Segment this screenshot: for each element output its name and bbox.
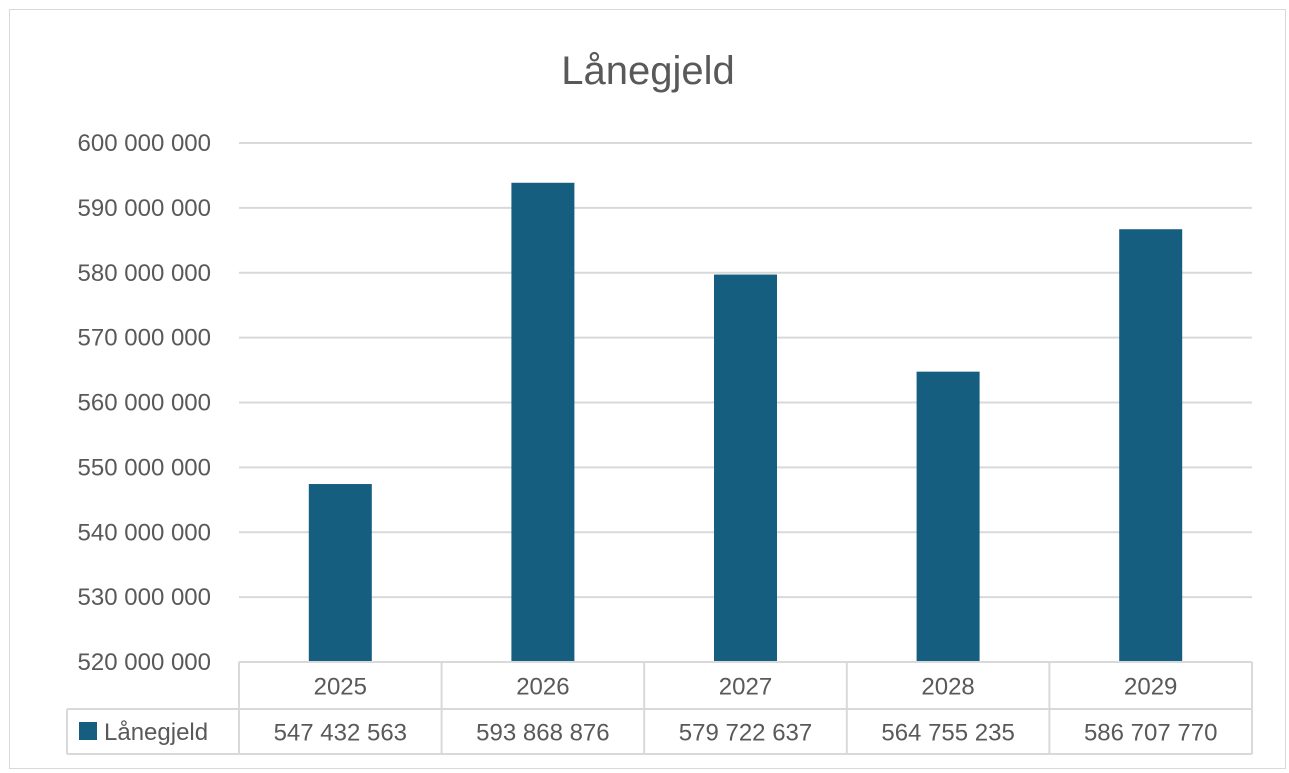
data-table: 2025 2026 2027 2028 2029 547 432 563 593 868 8… [66, 661, 1253, 755]
y-tick-label: 580 000 000 [78, 260, 211, 287]
y-tick-label: 520 000 000 [78, 649, 211, 676]
bars [308, 182, 1183, 662]
category-label: 2028 [921, 674, 974, 701]
data-table-value: 547 432 563 [274, 720, 407, 747]
data-table-value: 564 755 235 [881, 720, 1014, 747]
y-tick-label: 550 000 000 [78, 454, 211, 481]
bar-2025 [308, 484, 372, 662]
data-table-value: 586 707 770 [1084, 720, 1217, 747]
chart-frame: Lånegjeld 520 000 000 530 000 000 540 000 … [9, 9, 1286, 769]
category-label: 2026 [516, 674, 569, 701]
category-label: 2025 [314, 674, 367, 701]
bar-2029 [1119, 229, 1183, 662]
y-axis-tick-labels: 520 000 000 530 000 000 540 000 000 550 000… [78, 130, 211, 676]
y-tick-label: 570 000 000 [78, 325, 211, 352]
y-tick-label: 540 000 000 [78, 519, 211, 546]
y-tick-label: 560 000 000 [78, 390, 211, 417]
bar-2026 [511, 182, 575, 662]
chart-title: Lånegjeld [561, 49, 735, 93]
y-tick-label: 530 000 000 [78, 584, 211, 611]
data-table-value: 593 868 876 [476, 720, 609, 747]
bar-2028 [916, 371, 980, 662]
y-tick-label: 600 000 000 [78, 130, 211, 157]
data-table-value: 579 722 637 [679, 720, 812, 747]
bar-2027 [714, 274, 777, 662]
legend-swatch [79, 722, 97, 740]
category-label: 2029 [1124, 674, 1177, 701]
category-label: 2027 [719, 674, 772, 701]
y-tick-label: 590 000 000 [78, 195, 211, 222]
legend-series-name: Lånegjeld [104, 719, 208, 746]
bar-chart: Lånegjeld 520 000 000 530 000 000 540 000 … [66, 49, 1253, 755]
